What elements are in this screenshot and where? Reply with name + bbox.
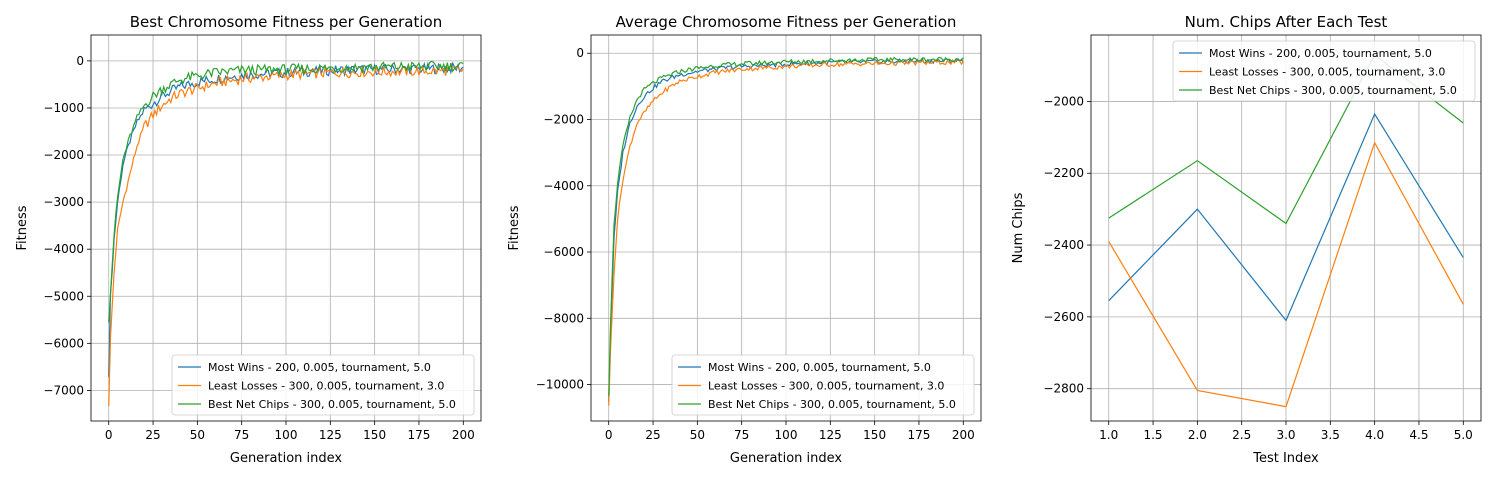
series-line-2	[608, 58, 964, 406]
y-tick-label: −5000	[43, 289, 84, 303]
y-tick-label: −10000	[536, 378, 584, 392]
y-axis-label: Fitness	[15, 205, 30, 250]
x-axis-label: Generation index	[730, 451, 843, 466]
x-tick-label: 2.0	[1188, 428, 1207, 442]
y-tick-label: 0	[576, 46, 584, 60]
y-tick-label: −7000	[43, 383, 84, 397]
series-line-3	[608, 56, 964, 397]
legend-box	[171, 354, 475, 416]
legend-label: Best Net Chips - 300, 0.005, tournament,…	[1209, 84, 1457, 97]
y-tick-label: −2400	[1043, 238, 1084, 252]
legend-label: Most Wins - 200, 0.005, tournament, 5.0	[208, 361, 431, 374]
y-axis-label: Fitness	[507, 205, 522, 250]
series-line-1	[608, 57, 964, 403]
x-tick-label: 200	[952, 428, 975, 442]
x-tick-label: 175	[408, 428, 431, 442]
legend-label: Most Wins - 200, 0.005, tournament, 5.0	[1209, 47, 1432, 60]
x-tick-label: 50	[690, 428, 705, 442]
x-tick-label: 100	[275, 428, 298, 442]
legend: Most Wins - 200, 0.005, tournament, 5.0 L…	[1172, 40, 1476, 102]
y-tick-label: −2000	[543, 112, 584, 126]
x-tick-label: 150	[863, 428, 886, 442]
series-line-3	[108, 60, 464, 323]
x-tick-label: 4.0	[1365, 428, 1384, 442]
x-tick-label: 1.0	[1099, 428, 1118, 442]
y-tick-label: −1000	[43, 101, 84, 115]
x-axis-label: Generation index	[230, 451, 343, 466]
x-tick-label: 25	[645, 428, 660, 442]
x-tick-label: 125	[319, 428, 342, 442]
legend-label: Least Losses - 300, 0.005, tournament, 3…	[1209, 66, 1445, 79]
legend-label: Least Losses - 300, 0.005, tournament, 3…	[708, 380, 944, 393]
chart-panel-3: 1.0 1.5 2.0 2.5 3.0 3.5 4.0 4.5 5.0 −2000 −2200 −24…	[1011, 13, 1482, 466]
x-tick-label: 175	[908, 428, 931, 442]
x-tick-label: 3.5	[1321, 428, 1340, 442]
y-tick-label: −2000	[43, 148, 84, 162]
legend-box	[671, 354, 975, 416]
series-line-1	[1108, 112, 1464, 322]
y-tick-label: −3000	[43, 195, 84, 209]
chart-title: Best Chromosome Fitness per Generation	[130, 13, 442, 31]
x-tick-label: 200	[452, 428, 475, 442]
legend: Most Wins - 200, 0.005, tournament, 5.0 L…	[171, 354, 475, 416]
chart-title: Average Chromosome Fitness per Generatio…	[616, 13, 957, 31]
y-tick-label: −2800	[1043, 382, 1084, 396]
x-tick-label: 100	[775, 428, 798, 442]
legend-label: Most Wins - 200, 0.005, tournament, 5.0	[708, 361, 931, 374]
y-axis-label: Num Chips	[1011, 192, 1026, 263]
x-tick-label: 3.0	[1276, 428, 1295, 442]
x-tick-label: 75	[234, 428, 249, 442]
y-tick-label: −4000	[43, 242, 84, 256]
y-tick-label: −6000	[43, 336, 84, 350]
x-tick-label: 50	[190, 428, 205, 442]
x-tick-label: 25	[145, 428, 160, 442]
chart-panel-2: 0 25 50 75 100 125 150 175 200 0 −2000 −4000 −6000 −8…	[507, 13, 982, 466]
x-tick-label: 4.5	[1409, 428, 1428, 442]
y-tick-label: 0	[76, 54, 84, 68]
x-tick-label: 1.5	[1143, 428, 1162, 442]
y-tick-label: −4000	[543, 179, 584, 193]
x-tick-label: 75	[734, 428, 749, 442]
series-line-2	[1108, 141, 1464, 408]
x-tick-label: 0	[105, 428, 113, 442]
x-tick-label: 125	[819, 428, 842, 442]
legend-box	[1172, 40, 1476, 102]
y-tick-label: −8000	[543, 311, 584, 325]
x-tick-label: 5.0	[1454, 428, 1473, 442]
y-tick-label: −2600	[1043, 310, 1084, 324]
legend-label: Least Losses - 300, 0.005, tournament, 3…	[208, 380, 444, 393]
legend: Most Wins - 200, 0.005, tournament, 5.0 L…	[671, 354, 975, 416]
y-tick-label: −2000	[1043, 94, 1084, 108]
legend-label: Best Net Chips - 300, 0.005, tournament,…	[208, 398, 456, 411]
x-tick-label: 0	[605, 428, 613, 442]
chart-panel-1: 0 25 50 75 100 125 150 175 200 0 −1000 −2000 −3000 −4…	[15, 13, 482, 466]
x-tick-label: 150	[363, 428, 386, 442]
y-tick-label: −6000	[543, 245, 584, 259]
y-tick-label: −2200	[1043, 166, 1084, 180]
legend-label: Best Net Chips - 300, 0.005, tournament,…	[708, 398, 956, 411]
x-tick-label: 2.5	[1232, 428, 1251, 442]
chart-title: Num. Chips After Each Test	[1185, 13, 1388, 31]
x-axis-label: Test Index	[1252, 451, 1319, 466]
